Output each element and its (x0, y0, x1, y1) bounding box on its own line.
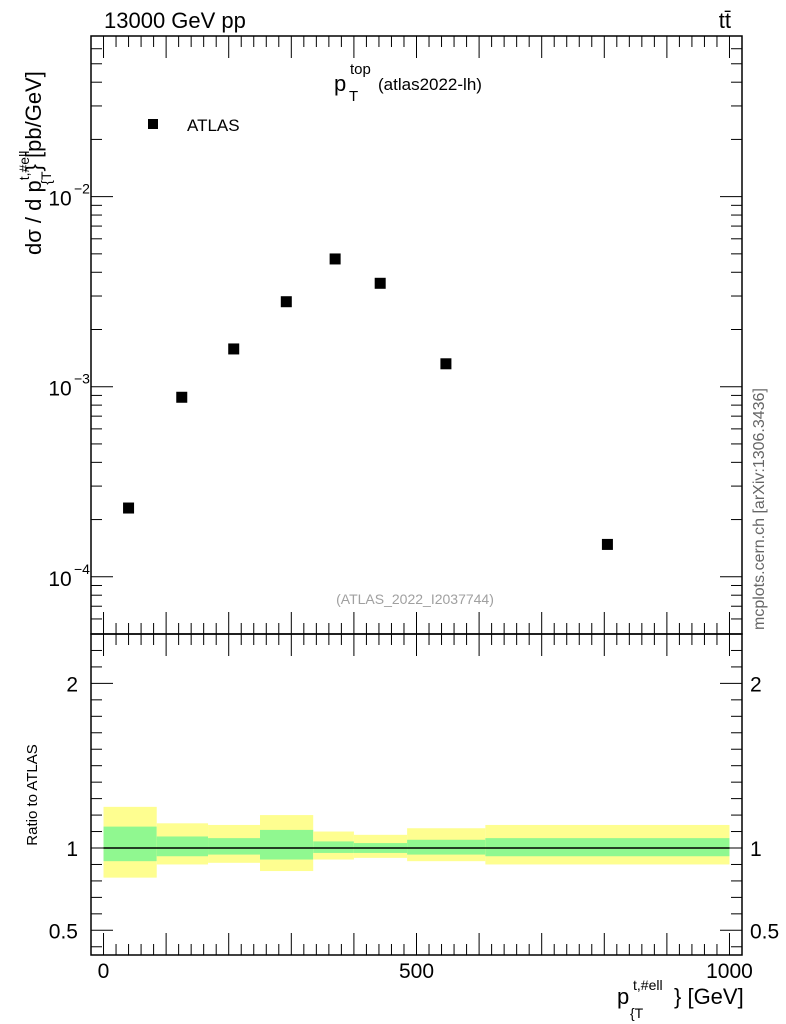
ratio-inner-band-7 (485, 838, 730, 857)
xaxis-label: p t,#ell {T } [GeV] (617, 977, 744, 1021)
ratio-ytick-label-left: 2 (66, 673, 78, 696)
ratio-ytick-label-right: 2 (750, 673, 762, 696)
ratio-inner-band-3 (260, 829, 314, 860)
data-point (329, 253, 341, 265)
xlabel-sub: {T (630, 1005, 644, 1021)
ratio-ytick-label-right: 0.5 (750, 920, 779, 943)
xlabel-pre: p (617, 984, 629, 1009)
ratio-inner-band-0 (103, 826, 157, 862)
data-point (374, 277, 386, 289)
xtick-label: 1000 (706, 960, 753, 983)
plot-title-main: p (334, 71, 346, 96)
analysis-id: (ATLAS_2022_I2037744) (336, 591, 494, 607)
axis-ticks (91, 35, 742, 955)
tick-labels: 10−210−310 −40.5 0.51 12 20 500 1000 (48, 181, 779, 983)
xtick-label: 500 (399, 960, 434, 983)
legend-marker (148, 119, 158, 129)
plot-title-sup: top (350, 61, 371, 78)
upper-ytick-exponent: −2 (74, 181, 90, 197)
upper-ytick-label: 10 (48, 378, 71, 401)
data-point (228, 343, 240, 355)
data-points (123, 253, 613, 550)
xlabel-post: } [GeV] (674, 984, 744, 1009)
ratio-ytick-label-left: 1 (66, 838, 78, 861)
ratio-bands (103, 806, 730, 878)
upper-ytick-label: 10 (48, 568, 71, 591)
upper-ytick-exponent: −4 (74, 561, 90, 577)
ratio-ylabel: Ratio to ATLAS (24, 744, 41, 845)
ratio-inner-band-2 (208, 838, 261, 855)
ratio-inner-band-4 (313, 841, 354, 853)
process-label: tt̄ (719, 8, 731, 33)
upper-ytick-exponent: −3 (74, 371, 90, 387)
energy-label: 13000 GeV pp (104, 8, 246, 33)
data-point (440, 358, 452, 370)
ylabel-sub: {T (38, 171, 54, 185)
ratio-frame (90, 633, 743, 956)
xlabel-sup: t,#ell (633, 977, 663, 993)
ratio-inner-band-6 (407, 839, 486, 855)
ylabel-pre: dσ / d p (21, 180, 46, 255)
xtick-label: 0 (98, 960, 110, 983)
data-point (123, 502, 135, 514)
upper-ytick-label: 10 (48, 188, 71, 211)
ratio-ytick-label-right: 1 (750, 838, 762, 861)
plot-title-tag: (atlas2022-lh) (378, 75, 482, 94)
ratio-inner-band-1 (156, 836, 209, 857)
legend-label: ATLAS (187, 116, 240, 135)
svg-text:dσ / d pt,#ell{T} [pb/GeV]: dσ / d pt,#ell {T} [pb/GeV] (16, 71, 54, 255)
plot-title-sub: T (349, 88, 358, 105)
data-point (176, 391, 188, 403)
data-point (601, 538, 613, 550)
plot-title: p top T (atlas2022-lh) (334, 61, 482, 105)
data-point (280, 296, 292, 308)
ratio-ytick-label-left: 0.5 (49, 920, 78, 943)
side-label: mcplots.cern.ch [arXiv:1306.3436] (751, 388, 768, 630)
ylabel-post: } [pb/GeV] (21, 71, 46, 171)
ylabel-sup: t,#ell (16, 151, 32, 181)
upper-ylabel: dσ / d pt,#ell {T} [pb/GeV] (16, 71, 54, 255)
